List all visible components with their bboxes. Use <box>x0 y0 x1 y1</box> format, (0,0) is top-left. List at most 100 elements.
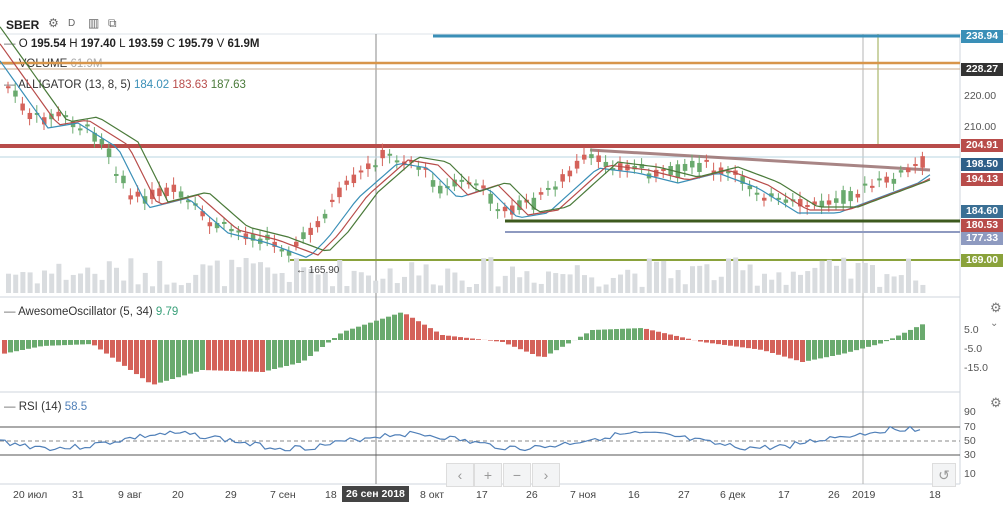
zoom-in-button[interactable]: + <box>474 463 502 487</box>
ao-bar <box>116 340 121 362</box>
volume-bar <box>812 267 818 293</box>
rsi-settings-icon[interactable]: ⚙ <box>990 395 1002 410</box>
ao-tick: 5.0 <box>964 324 979 336</box>
scroll-left-button[interactable]: ‹ <box>446 463 474 487</box>
volume-bar <box>805 271 811 293</box>
volume-bar <box>430 284 436 293</box>
candle <box>754 192 760 195</box>
candle <box>85 124 90 127</box>
zoom-out-button[interactable]: − <box>503 463 531 487</box>
ao-bar <box>614 329 619 340</box>
ao-bar <box>704 340 709 343</box>
ao-legend[interactable]: — AwesomeOscillator (5, 34) 9.79 <box>4 306 179 318</box>
candle <box>344 180 349 185</box>
rsi-legend[interactable]: — RSI (14) 58.5 <box>4 401 88 413</box>
price-tick-220: 220.00 <box>964 90 997 102</box>
price-tag: 198.50 <box>961 158 1003 171</box>
compare-icon[interactable]: ⧉ <box>108 16 117 30</box>
ao-close-icon[interactable]: ⌄ <box>990 318 999 329</box>
period-button[interactable]: D <box>68 18 76 29</box>
volume-bar <box>236 267 242 293</box>
open-value: 195.54 <box>30 38 67 50</box>
scroll-right-button[interactable]: › <box>532 463 560 487</box>
candle <box>704 159 709 162</box>
collapse-icon[interactable]: — <box>4 38 16 50</box>
volume-bar <box>171 282 177 293</box>
ao-bar <box>626 328 631 340</box>
ao-bar <box>188 340 193 374</box>
candle <box>315 221 321 228</box>
ao-label: AwesomeOscillator (5, 34) <box>18 306 153 318</box>
volume-bar <box>294 258 299 293</box>
volume-bar <box>510 266 515 293</box>
ao-bar <box>518 340 523 350</box>
chart-type-icon[interactable]: ▥ <box>88 16 100 30</box>
volume-bar <box>474 284 479 293</box>
ao-bar <box>578 336 583 340</box>
ao-bar <box>488 340 493 341</box>
candle <box>308 227 313 235</box>
volume-bar <box>769 279 775 293</box>
candle <box>783 199 789 203</box>
volume-bar <box>78 273 83 293</box>
ao-bar <box>524 340 529 352</box>
volume-bar <box>258 262 263 293</box>
candle <box>495 209 501 212</box>
ao-bar <box>560 340 565 347</box>
volume-bar <box>718 276 724 293</box>
candle <box>380 149 385 159</box>
candle <box>322 213 328 219</box>
candle <box>711 170 717 174</box>
volume-bar <box>740 270 746 293</box>
reset-chart-button[interactable]: ↺ <box>932 463 956 487</box>
rsi-line <box>0 425 921 452</box>
candle <box>135 191 141 197</box>
volume-bar <box>6 273 11 293</box>
volume-bar <box>178 285 184 293</box>
volume-bar <box>898 275 904 293</box>
volume-bar <box>20 272 26 293</box>
ao-settings-icon[interactable]: ⚙ <box>990 300 1002 315</box>
volume-bar <box>488 257 494 293</box>
ao-bar <box>122 340 127 366</box>
gear-icon[interactable]: ⚙ <box>48 16 59 30</box>
rsi-tick: 50 <box>964 435 976 447</box>
volume-bar <box>891 276 897 293</box>
volume-bar <box>63 279 69 293</box>
candle <box>474 183 479 186</box>
volume-bar <box>668 278 674 293</box>
candle <box>351 174 357 184</box>
alligator-legend[interactable]: — ALLIGATOR (13, 8, 5) 184.02 183.63 187… <box>4 79 246 91</box>
ao-bar <box>914 327 919 340</box>
volume-bar <box>222 286 227 293</box>
ao-bar <box>158 340 163 383</box>
time-tick: 20 <box>172 489 184 501</box>
ao-bar <box>866 340 871 347</box>
candle <box>848 191 853 202</box>
ao-bar <box>542 340 547 357</box>
ao-bar <box>350 328 355 340</box>
time-tick: 29 <box>225 489 237 501</box>
volume-bar <box>639 286 645 293</box>
candle <box>762 197 767 201</box>
candle <box>884 176 889 183</box>
volume-bar <box>42 270 47 293</box>
ao-bar <box>620 328 625 340</box>
volume-bar <box>164 284 170 293</box>
ao-bar <box>326 340 331 343</box>
candle <box>358 170 364 173</box>
volume-bar <box>142 272 148 293</box>
rsi-label: RSI (14) <box>18 401 62 413</box>
ao-bar <box>404 314 409 340</box>
volume-bar <box>92 273 98 293</box>
candle <box>589 154 594 159</box>
ao-bar <box>584 333 589 340</box>
volume-bar <box>726 258 731 293</box>
ao-tick: -5.0 <box>964 343 983 355</box>
volume-bar <box>366 275 371 293</box>
ao-bar <box>884 340 889 342</box>
symbol-label[interactable]: SBER <box>6 18 40 32</box>
volume-bar <box>553 273 559 293</box>
volume-bar <box>798 274 803 293</box>
